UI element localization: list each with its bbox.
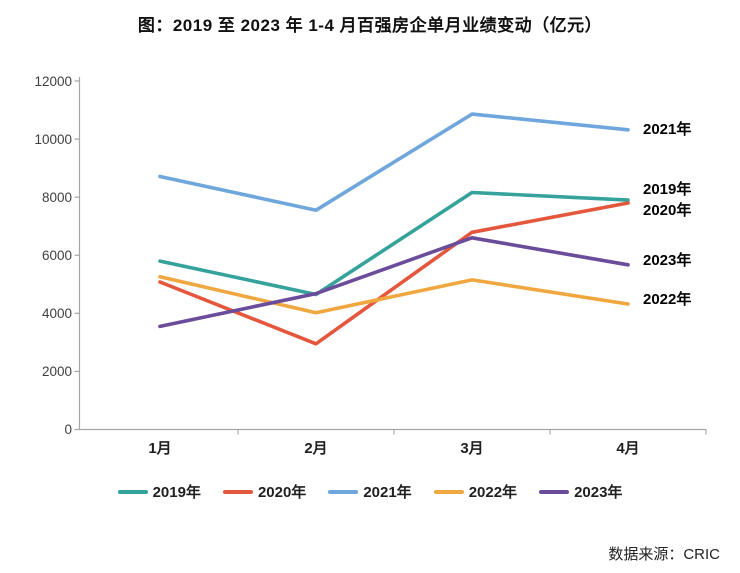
legend-label: 2019年	[152, 484, 201, 501]
y-tick-label: 4000	[41, 305, 72, 321]
legend-label: 2022年	[468, 484, 518, 501]
series-end-label-2021: 2021年	[643, 120, 692, 138]
legend-label: 2020年	[257, 484, 307, 501]
legend-line-swatch-2023-icon	[539, 489, 570, 494]
legend-label: 2021年	[363, 484, 412, 501]
chart-title: 图：2019 至 2023 年 1-4 月百强房企单月业绩变动（亿元）	[137, 16, 603, 35]
series-line-2023年	[158, 236, 630, 329]
y-tick-label: 6000	[41, 247, 72, 263]
legend-line-swatch-2019-icon	[117, 489, 148, 494]
series-line-2022年	[158, 274, 630, 315]
legend-item-2023: 2023年	[539, 481, 622, 502]
legend-item-2022: 2022年	[433, 481, 518, 502]
series-end-label-2020: 2020年	[643, 201, 692, 219]
legend-line-swatch-2020-icon	[222, 489, 253, 494]
y-tick-label: 2000	[41, 363, 72, 379]
legend-line-swatch-2021-icon	[328, 489, 359, 494]
x-tick-label: 1月	[148, 440, 172, 457]
x-tick-label: 2月	[304, 440, 328, 457]
y-tick-label: 0	[64, 422, 72, 437]
legend-line-swatch-2022-icon	[433, 489, 464, 494]
legend-item-2021: 2021年	[328, 481, 412, 502]
series-end-label-2019: 2019年	[643, 181, 692, 199]
series-end-label-2022: 2022年	[643, 291, 692, 309]
series-end-label-2023: 2023年	[643, 251, 692, 269]
y-tick-label: 10000	[34, 131, 72, 147]
series-line-2019年	[158, 190, 630, 297]
series-line-2021年	[158, 112, 630, 212]
series-line-2020年	[158, 201, 630, 346]
y-tick-label: 12000	[34, 73, 72, 89]
x-tick-label: 4月	[616, 440, 640, 457]
legend-item-2019: 2019年	[117, 481, 201, 502]
x-tick-label: 3月	[460, 440, 484, 457]
chart-legend: 2019年 2020年 2021年 2022年 2023年	[0, 481, 740, 502]
legend-label: 2023年	[574, 484, 623, 501]
data-source-note: 数据来源：CRIC	[608, 546, 720, 563]
y-tick-label: 8000	[41, 189, 72, 205]
legend-item-2020: 2020年	[222, 481, 307, 502]
